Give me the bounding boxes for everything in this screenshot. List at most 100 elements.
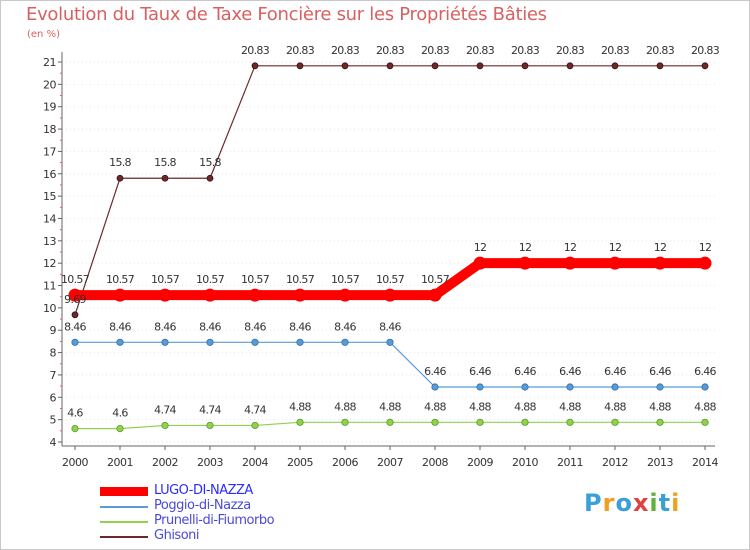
point-prunelli-2013 [656, 418, 664, 426]
point-poggio-2008 [431, 383, 439, 391]
chart-title: Evolution du Taux de Taxe Foncière sur l… [26, 4, 547, 25]
point-lugo-2003 [203, 288, 217, 302]
data-label-poggio-2009: 6.46 [469, 365, 491, 378]
data-label-poggio-2014: 6.46 [694, 365, 716, 378]
x-tick-label-2009: 2009 [467, 456, 493, 469]
data-label-lugo-2010: 12 [519, 241, 532, 254]
data-label-ghisoni-2012: 20.83 [601, 44, 630, 57]
y-tick-label-18: 18 [43, 123, 56, 136]
data-label-lugo-2012: 12 [609, 241, 622, 254]
y-tick-label-14: 14 [43, 212, 56, 225]
data-label-poggio-2007: 8.46 [379, 320, 401, 333]
y-tick-label-20: 20 [43, 78, 56, 91]
point-prunelli-2011 [566, 418, 574, 426]
data-label-ghisoni-2006: 20.83 [331, 44, 360, 57]
point-poggio-2014 [701, 383, 709, 391]
legend-label-poggio: Poggio-di-Nazza [154, 498, 251, 513]
point-poggio-2003 [206, 338, 214, 346]
proxiti-logo: Proxiti [584, 489, 680, 517]
data-label-lugo-2000: 10.57 [61, 273, 90, 286]
point-ghisoni-2014 [701, 62, 709, 70]
y-tick-label-11: 11 [43, 280, 56, 293]
point-ghisoni-2001 [116, 174, 124, 182]
point-lugo-2013 [653, 256, 667, 270]
point-prunelli-2010 [521, 418, 529, 426]
point-ghisoni-2009 [476, 62, 484, 70]
data-label-poggio-2003: 8.46 [199, 320, 221, 333]
data-label-ghisoni-2000: 9.69 [64, 293, 86, 306]
data-label-ghisoni-2002: 15.8 [154, 156, 176, 169]
point-poggio-2001 [116, 338, 124, 346]
logo-letter: i [649, 489, 659, 517]
point-poggio-2010 [521, 383, 529, 391]
data-label-poggio-2005: 8.46 [289, 320, 311, 333]
point-lugo-2008 [428, 288, 442, 302]
data-label-ghisoni-2008: 20.83 [421, 44, 450, 57]
y-tick-label-5: 5 [50, 414, 57, 427]
data-label-lugo-2007: 10.57 [376, 273, 405, 286]
point-prunelli-2001 [116, 424, 124, 433]
y-tick-label-9: 9 [50, 324, 57, 337]
data-label-prunelli-2000: 4.6 [67, 407, 83, 420]
legend-swatch-ghisoni [100, 536, 148, 538]
point-poggio-2013 [656, 383, 664, 391]
x-tick-label-2005: 2005 [287, 456, 313, 469]
x-tick-label-2014: 2014 [692, 456, 718, 469]
data-label-poggio-2012: 6.46 [604, 365, 626, 378]
point-lugo-2005 [293, 288, 307, 302]
point-poggio-2012 [611, 383, 619, 391]
data-label-lugo-2014: 12 [699, 241, 712, 254]
x-tick-label-2004: 2004 [242, 456, 268, 469]
data-label-ghisoni-2013: 20.83 [646, 44, 675, 57]
data-label-lugo-2009: 12 [474, 241, 487, 254]
y-axis-unit-label: (en %) [27, 29, 60, 40]
point-lugo-2000 [68, 288, 82, 302]
point-ghisoni-2011 [566, 62, 574, 70]
point-prunelli-2002 [161, 421, 169, 430]
point-poggio-2000 [71, 338, 79, 346]
y-tick-label-19: 19 [43, 101, 56, 114]
legend-label-lugo: LUGO-DI-NAZZA [154, 483, 253, 498]
data-label-prunelli-2010: 4.88 [514, 400, 536, 413]
point-poggio-2007 [386, 338, 394, 346]
point-lugo-2007 [383, 288, 397, 302]
data-label-ghisoni-2007: 20.83 [376, 44, 405, 57]
data-label-lugo-2002: 10.57 [151, 273, 180, 286]
point-poggio-2005 [296, 338, 304, 346]
data-label-prunelli-2011: 4.88 [559, 400, 581, 413]
data-label-prunelli-2008: 4.88 [424, 400, 446, 413]
data-label-ghisoni-2005: 20.83 [286, 44, 315, 57]
data-label-ghisoni-2001: 15.8 [109, 156, 131, 169]
data-label-poggio-2013: 6.46 [649, 365, 671, 378]
data-label-ghisoni-2003: 15.8 [199, 156, 221, 169]
data-label-ghisoni-2004: 20.83 [241, 44, 270, 57]
point-poggio-2006 [341, 338, 349, 346]
data-label-poggio-2010: 6.46 [514, 365, 536, 378]
point-ghisoni-2005 [296, 62, 304, 70]
data-label-lugo-2013: 12 [654, 241, 667, 254]
legend-swatch-lugo [100, 487, 148, 496]
point-lugo-2006 [338, 288, 352, 302]
point-lugo-2004 [248, 288, 262, 302]
data-label-prunelli-2004: 4.74 [244, 403, 266, 416]
y-tick-label-4: 4 [50, 436, 57, 449]
data-label-lugo-2006: 10.57 [331, 273, 360, 286]
x-tick-label-2001: 2001 [107, 456, 133, 469]
y-tick-label-6: 6 [50, 391, 57, 404]
point-prunelli-2014 [701, 418, 709, 426]
data-label-ghisoni-2014: 20.83 [691, 44, 720, 57]
data-label-prunelli-2009: 4.88 [469, 400, 491, 413]
data-label-prunelli-2006: 4.88 [334, 400, 356, 413]
x-tick-label-2002: 2002 [152, 456, 178, 469]
data-label-poggio-2011: 6.46 [559, 365, 581, 378]
x-tick-label-2010: 2010 [512, 456, 538, 469]
point-prunelli-2000 [71, 424, 79, 433]
data-label-poggio-2001: 8.46 [109, 320, 131, 333]
point-ghisoni-2013 [656, 62, 664, 70]
point-lugo-2012 [608, 256, 622, 270]
data-label-prunelli-2002: 4.74 [154, 403, 176, 416]
x-tick-label-2006: 2006 [332, 456, 358, 469]
legend-swatch-poggio [100, 506, 148, 508]
y-tick-label-16: 16 [43, 168, 56, 181]
data-label-poggio-2004: 8.46 [244, 320, 266, 333]
